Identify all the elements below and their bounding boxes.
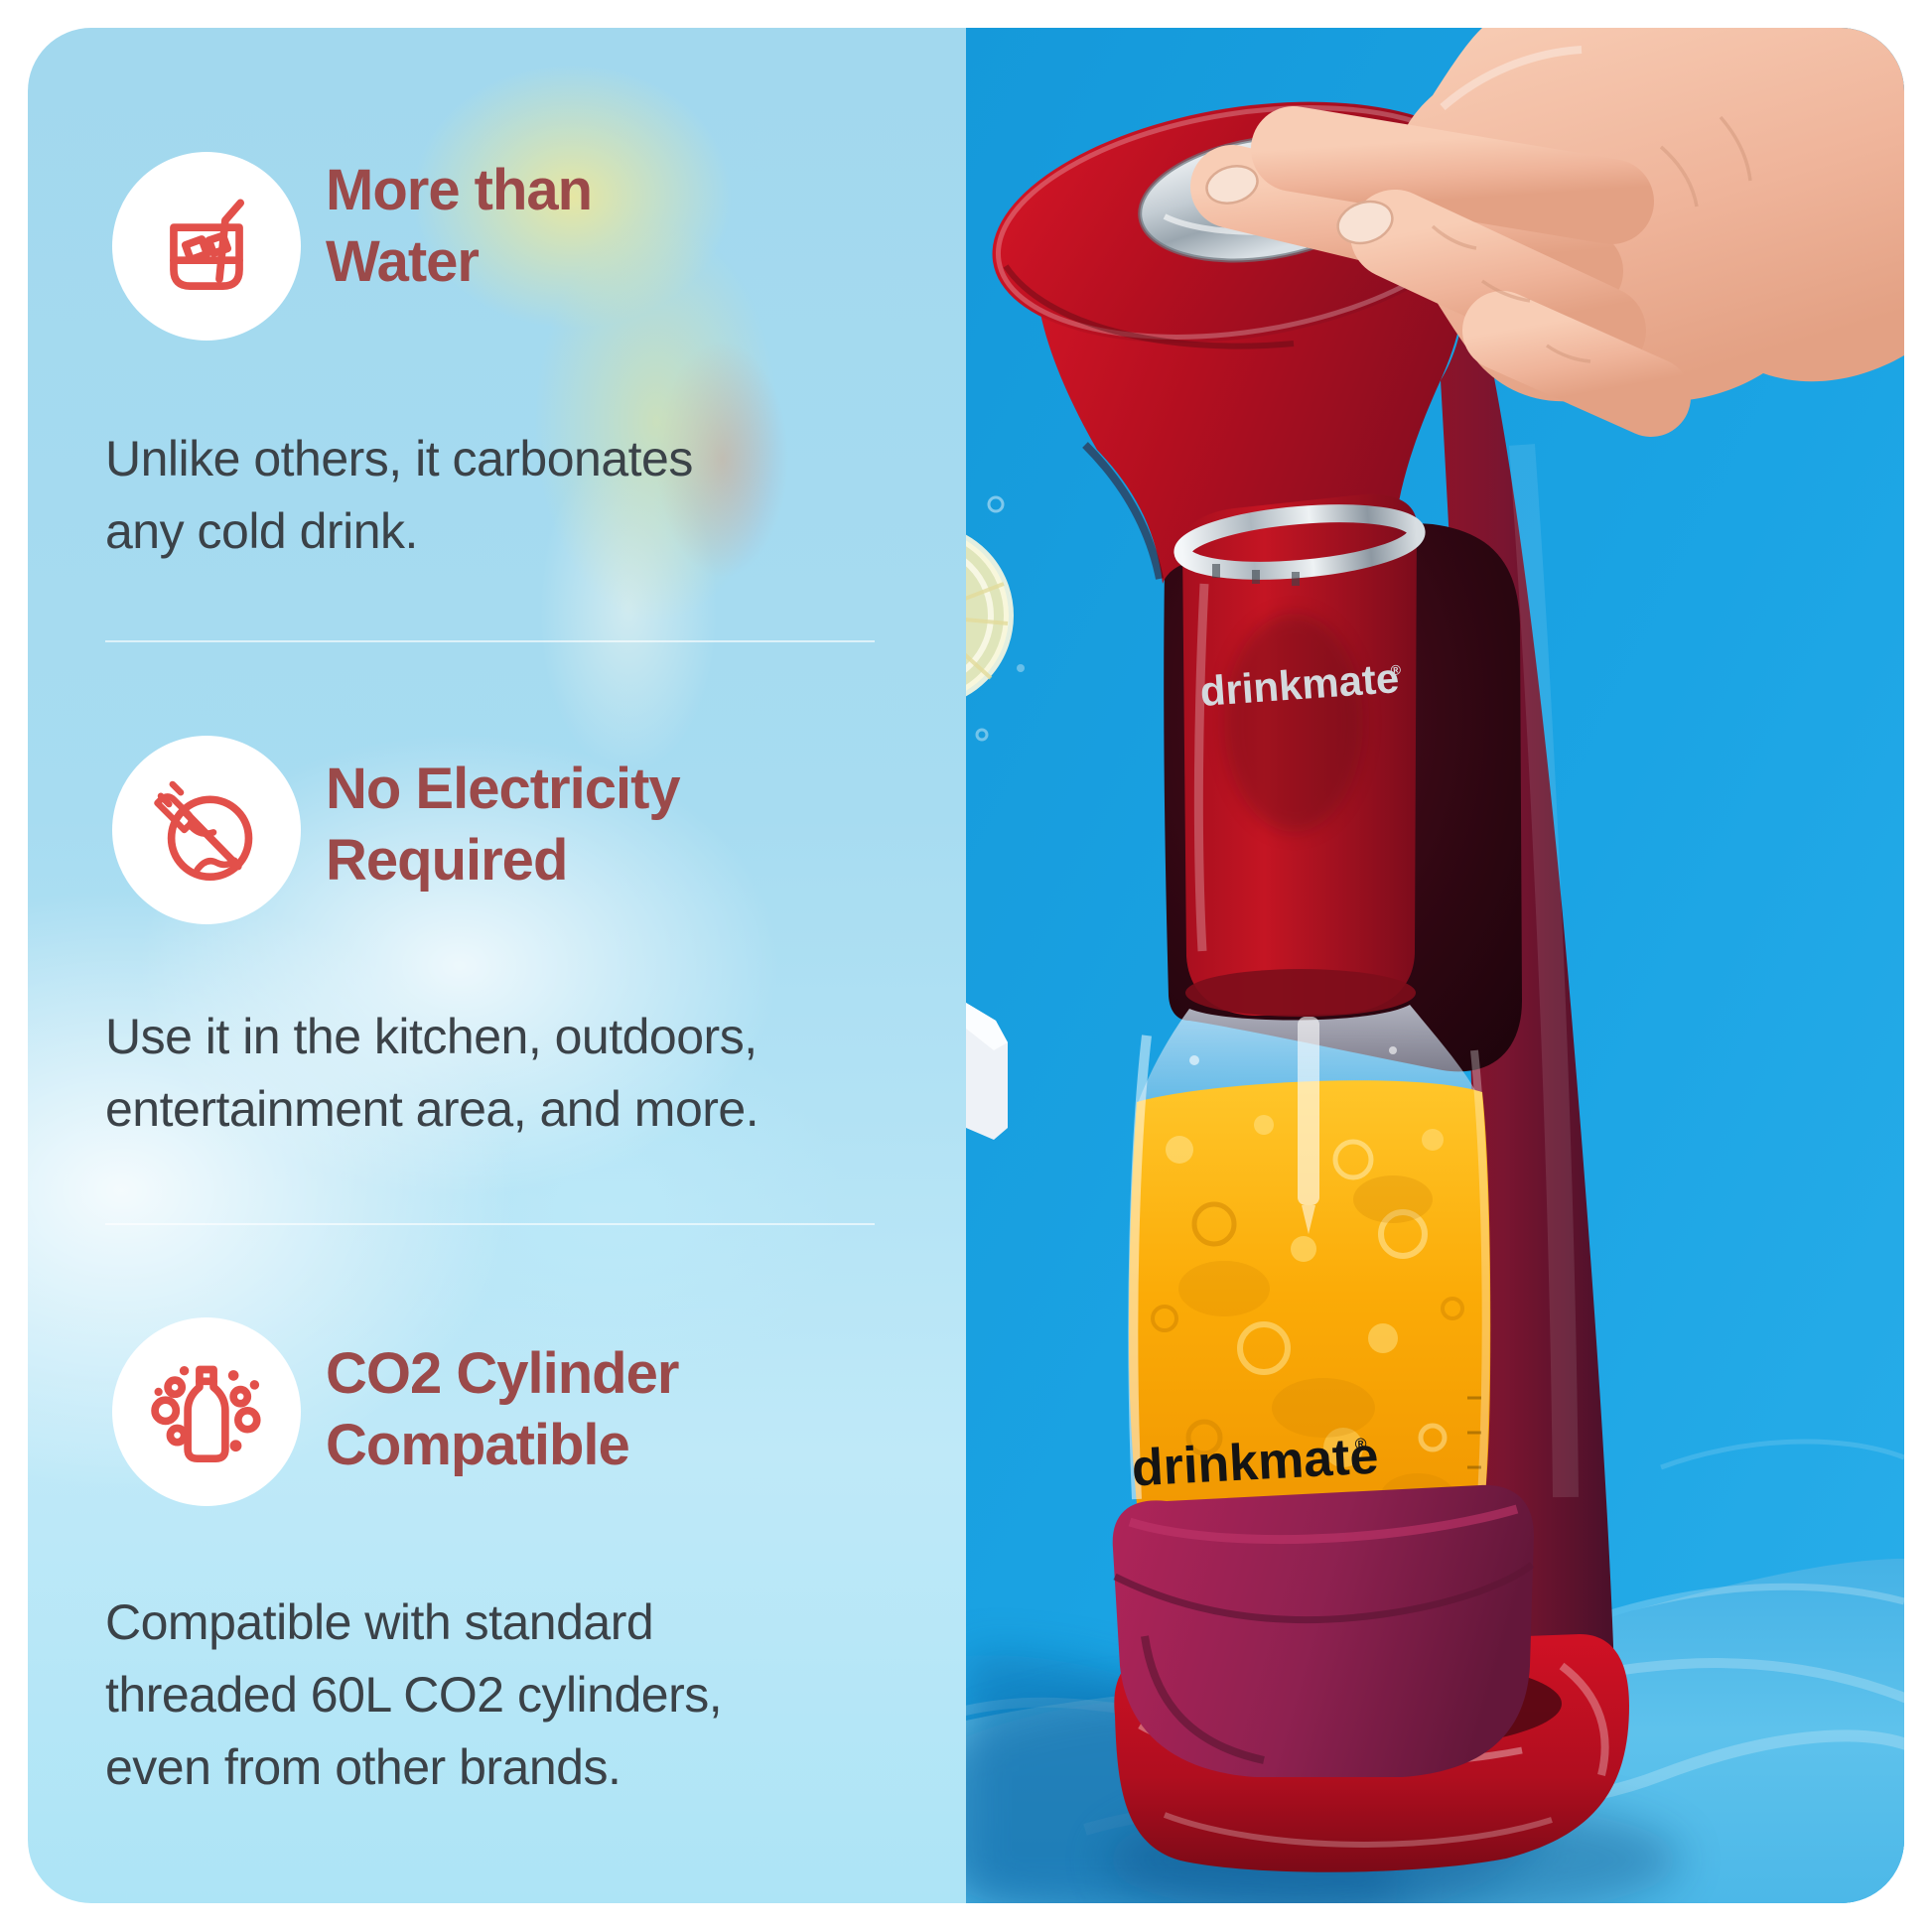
hand-middle-finger [1251, 106, 1654, 244]
no-electricity-icon [112, 736, 301, 924]
feature-body-line: Unlike others, it carbonates [105, 431, 693, 486]
bottle: drinkmate ® [1128, 1005, 1491, 1557]
feature-title-line: Required [326, 828, 568, 893]
feature-panel: More than Water Unlike others, it carbon… [28, 28, 966, 1903]
feature-body-line: threaded 60L CO2 cylinders, [105, 1667, 723, 1723]
divider [105, 640, 875, 642]
feature-title-line: More than [326, 158, 593, 222]
fingernail [1336, 200, 1394, 245]
divider [105, 1223, 875, 1225]
feature-body-line: Compatible with standard [105, 1594, 654, 1650]
hand-ring-finger [1350, 190, 1646, 375]
feature-body-line: Use it in the kitchen, outdoors, [105, 1009, 758, 1064]
bottle-cup [1112, 1484, 1535, 1777]
bottle-liquid [1129, 1080, 1491, 1557]
product-photo-panel: drinkmate ® drinkmate ® [966, 28, 1904, 1903]
co2-cylinder-icon [112, 1317, 301, 1506]
feature-title: CO2 Cylinder Compatible [326, 1338, 679, 1481]
feature-title-line: Compatible [326, 1413, 630, 1477]
feature-title: More than Water [326, 155, 593, 298]
feature-body-line: any cold drink. [105, 503, 418, 559]
feature-body: Compatible with standard threaded 60L CO… [105, 1587, 723, 1804]
feature-body-line: entertainment area, and more. [105, 1081, 759, 1137]
feature-title-line: CO2 Cylinder [326, 1341, 679, 1406]
shelf-corner [966, 1003, 1008, 1140]
lemon-slice [966, 495, 1025, 742]
product-photo: drinkmate ® drinkmate ® [966, 28, 1904, 1903]
bottle-brand-registered-mark: ® [1354, 1436, 1367, 1453]
bottle-tube [1298, 1017, 1319, 1205]
feature-title-line: No Electricity [326, 757, 681, 821]
bottle-brand-label: drinkmate [1130, 1428, 1379, 1498]
fingernail [1205, 165, 1259, 205]
feature-body-line: even from other brands. [105, 1739, 621, 1795]
feature-body: Use it in the kitchen, outdoors, enterta… [105, 1001, 759, 1146]
feature-title: No Electricity Required [326, 754, 681, 897]
hand [1190, 28, 1904, 437]
bottle-head: drinkmate ® [1173, 493, 1426, 1017]
feature-title-line: Water [326, 229, 480, 294]
feature-body: Unlike others, it carbonates any cold dr… [105, 423, 693, 568]
hand-pinky-finger [1462, 291, 1691, 437]
hand-creases [1431, 115, 1752, 363]
cocktail-glass-icon [112, 152, 301, 341]
machine-brand-registered-mark: ® [1390, 661, 1402, 678]
